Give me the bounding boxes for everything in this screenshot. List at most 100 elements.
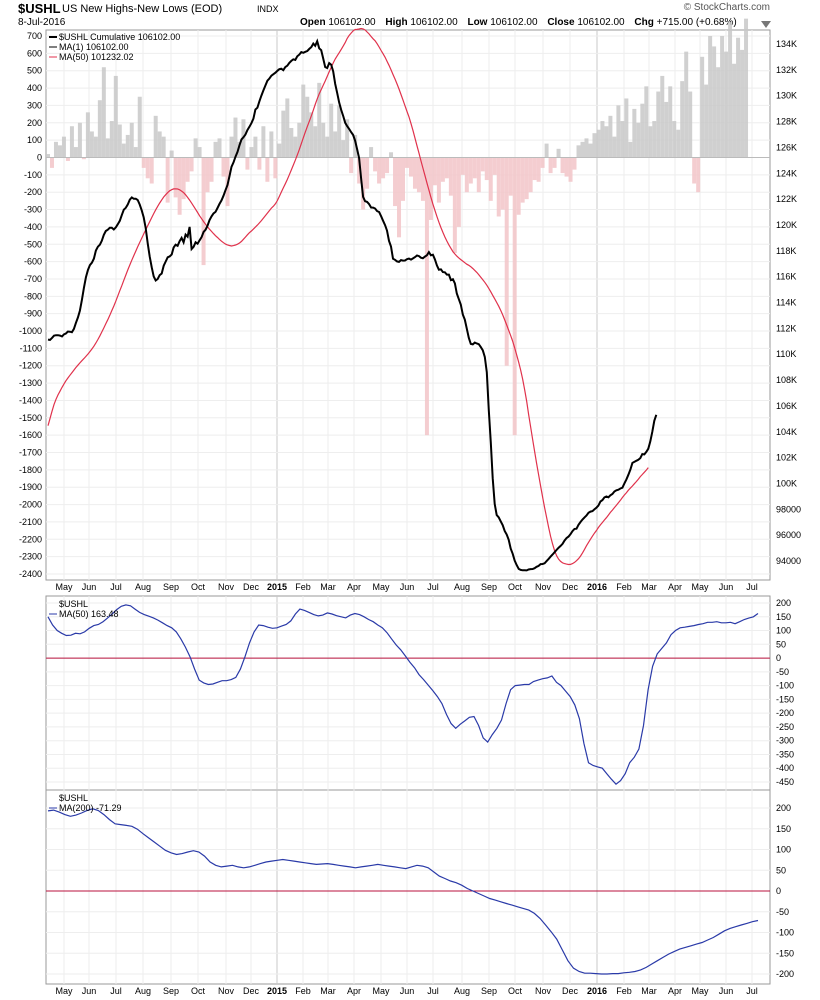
histogram-bar — [712, 46, 717, 158]
y-right-tick-label: -200 — [776, 708, 794, 718]
histogram-bar — [680, 81, 685, 158]
x-tick-label: Dec — [562, 582, 579, 592]
histogram-bar — [716, 67, 721, 158]
histogram-bar — [428, 157, 433, 220]
x-tick-label: Sep — [481, 582, 497, 592]
histogram-bar — [704, 84, 709, 158]
x-tick-label: May — [372, 582, 390, 592]
histogram-bar — [189, 157, 194, 172]
x-tick-label: Jul — [110, 986, 122, 996]
y-left-tick-label: -800 — [24, 291, 42, 301]
y-right-tick-label: 200 — [776, 598, 791, 608]
histogram-bar — [520, 157, 525, 203]
low-value: 106102.00 — [490, 17, 538, 28]
legend-item: MA(1) 106102.00 — [59, 42, 129, 52]
x-tick-label: Mar — [320, 582, 336, 592]
histogram-bar — [488, 157, 493, 201]
y-left-tick-label: 100 — [27, 135, 42, 145]
x-tick-label: Feb — [295, 582, 311, 592]
collapse-triangle-icon[interactable] — [761, 19, 771, 29]
y-left-tick-label: -1900 — [19, 482, 42, 492]
y-right-tick-label: -250 — [776, 722, 794, 732]
histogram-bar — [369, 147, 374, 158]
histogram-bar — [365, 157, 370, 189]
histogram-bar — [440, 157, 445, 182]
x-tick-label: Nov — [535, 582, 552, 592]
histogram-bar — [616, 105, 621, 158]
x-tick-label: Apr — [668, 986, 682, 996]
chart-title: US New Highs-New Lows (EOD) — [62, 3, 223, 15]
histogram-bar — [393, 157, 398, 207]
y-left-tick-label: -400 — [24, 222, 42, 232]
y-right-tick-label: 122K — [776, 194, 797, 204]
histogram-bar — [373, 157, 378, 172]
histogram-bar — [281, 110, 286, 158]
histogram-bar — [273, 157, 278, 179]
histogram-bar — [229, 136, 234, 158]
close-value: 106102.00 — [577, 17, 625, 28]
y-right-tick-label: -100 — [776, 681, 794, 691]
x-tick-label: Dec — [243, 986, 260, 996]
histogram-bar — [357, 157, 362, 184]
histogram-bar — [245, 157, 250, 170]
y-left-tick-label: 300 — [27, 100, 42, 110]
x-tick-label: May — [691, 582, 709, 592]
x-tick-label: Sep — [163, 582, 179, 592]
y-left-tick-label: -2300 — [19, 552, 42, 562]
histogram-bar — [532, 157, 537, 181]
y-right-tick-label: 98000 — [776, 504, 801, 514]
histogram-bar — [660, 75, 665, 158]
x-tick-label: Jun — [719, 582, 734, 592]
histogram-bar — [213, 141, 218, 158]
histogram-bar — [257, 157, 262, 170]
histogram-bar — [169, 150, 174, 158]
x-tick-label: Jun — [719, 986, 734, 996]
histogram-bar — [321, 122, 326, 158]
y-left-tick-label: -1700 — [19, 448, 42, 458]
histogram-bar — [93, 136, 98, 158]
y-right-tick-label: 124K — [776, 168, 797, 178]
histogram-bar — [460, 157, 465, 175]
histogram-bar — [692, 157, 697, 184]
ohlc-readout: Open 106102.00 High 106102.00 Low 106102… — [300, 17, 737, 28]
exchange-label: INDX — [257, 4, 279, 14]
histogram-bar — [596, 129, 601, 158]
histogram-bar — [325, 136, 330, 158]
y-right-tick-label: -150 — [776, 694, 794, 704]
histogram-bar — [524, 157, 529, 200]
histogram-bar — [740, 49, 745, 158]
histogram-bar — [217, 138, 222, 158]
histogram-bar — [221, 157, 226, 177]
histogram-bar — [572, 157, 577, 170]
histogram-bar — [672, 121, 677, 158]
histogram-bar — [205, 157, 210, 193]
y-right-tick-label: -150 — [776, 948, 794, 958]
y-right-tick-label: 118K — [776, 246, 796, 256]
y-right-tick-label: -350 — [776, 749, 794, 759]
histogram-bar — [293, 136, 298, 158]
y-right-tick-label: 134K — [776, 39, 797, 49]
x-tick-label: May — [55, 582, 73, 592]
histogram-bar — [249, 147, 254, 158]
histogram-bar — [648, 126, 653, 158]
histogram-bar — [640, 103, 645, 158]
y-left-tick-label: 700 — [27, 31, 42, 41]
y-right-tick-label: 50 — [776, 865, 786, 875]
x-tick-label: Aug — [135, 986, 151, 996]
histogram-bar — [181, 157, 186, 200]
histogram-bar — [452, 157, 457, 253]
histogram-bar — [416, 157, 421, 193]
histogram-bar — [496, 157, 501, 217]
legend-item: $USHL — [59, 793, 88, 803]
y-right-tick-label: 0 — [776, 653, 781, 663]
histogram-bar — [173, 157, 178, 198]
y-left-tick-label: -900 — [24, 309, 42, 319]
histogram-bar — [265, 157, 270, 182]
legend-item: MA(50) 101232.02 — [59, 52, 134, 62]
y-left-tick-label: 600 — [27, 48, 42, 58]
y-right-tick-label: 106K — [776, 401, 797, 411]
histogram-bar — [289, 127, 294, 158]
histogram-bar — [157, 131, 162, 158]
histogram-bar — [468, 157, 473, 184]
x-tick-label: Jul — [746, 582, 758, 592]
